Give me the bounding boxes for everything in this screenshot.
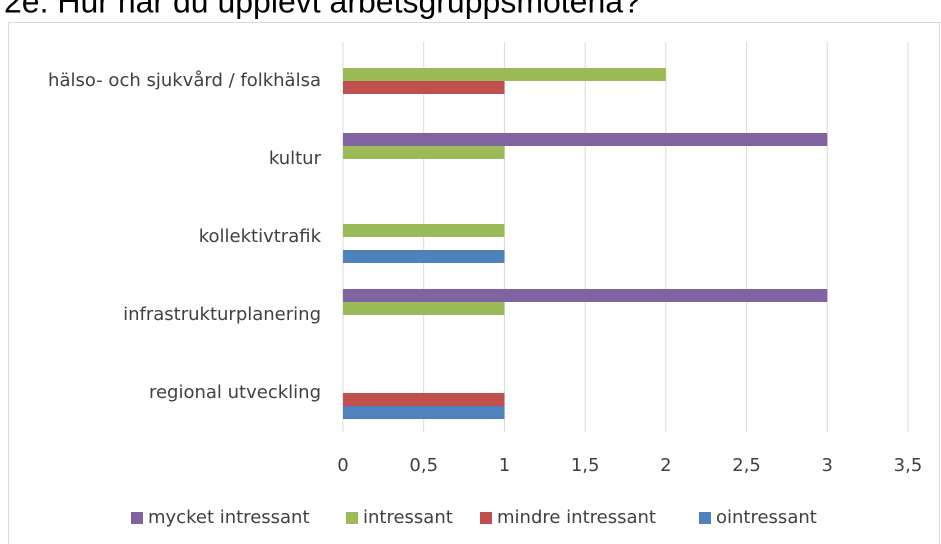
legend-label: mindre intressant bbox=[497, 507, 656, 528]
y-tick-label: kollektivtrafik bbox=[199, 226, 322, 247]
y-tick-label: kultur bbox=[269, 148, 322, 169]
bar bbox=[343, 68, 666, 81]
x-tick-label: 0,5 bbox=[409, 455, 438, 476]
bar bbox=[343, 250, 505, 263]
chart-title: 2e. Hur har du upplevt arbetsgruppsmöten… bbox=[4, 0, 641, 19]
x-tick-label: 2 bbox=[660, 455, 671, 476]
legend-swatch bbox=[480, 512, 492, 524]
x-tick-label: 0 bbox=[337, 455, 348, 476]
legend-swatch bbox=[699, 512, 711, 524]
y-tick-label: infrastrukturplanering bbox=[123, 304, 321, 325]
x-tick-label: 1,5 bbox=[571, 455, 600, 476]
legend-label: ointressant bbox=[716, 507, 817, 528]
bar bbox=[343, 302, 505, 315]
x-tick-label: 2,5 bbox=[732, 455, 761, 476]
bar bbox=[343, 146, 505, 159]
legend-swatch bbox=[131, 512, 143, 524]
y-tick-label: regional utveckling bbox=[149, 382, 321, 403]
y-tick-label: hälso- och sjukvård / folkhälsa bbox=[48, 70, 321, 91]
chart-frame bbox=[8, 22, 940, 544]
bar bbox=[343, 406, 505, 419]
bar bbox=[343, 289, 828, 302]
legend-label: mycket intressant bbox=[148, 507, 310, 528]
x-tick-label: 1 bbox=[499, 455, 510, 476]
bar bbox=[343, 224, 505, 237]
bar bbox=[343, 393, 505, 406]
bar bbox=[343, 133, 828, 146]
x-tick-label: 3 bbox=[822, 455, 833, 476]
x-tick-label: 3,5 bbox=[894, 455, 923, 476]
legend-label: intressant bbox=[363, 507, 453, 528]
legend-swatch bbox=[346, 512, 358, 524]
bar bbox=[343, 81, 505, 94]
